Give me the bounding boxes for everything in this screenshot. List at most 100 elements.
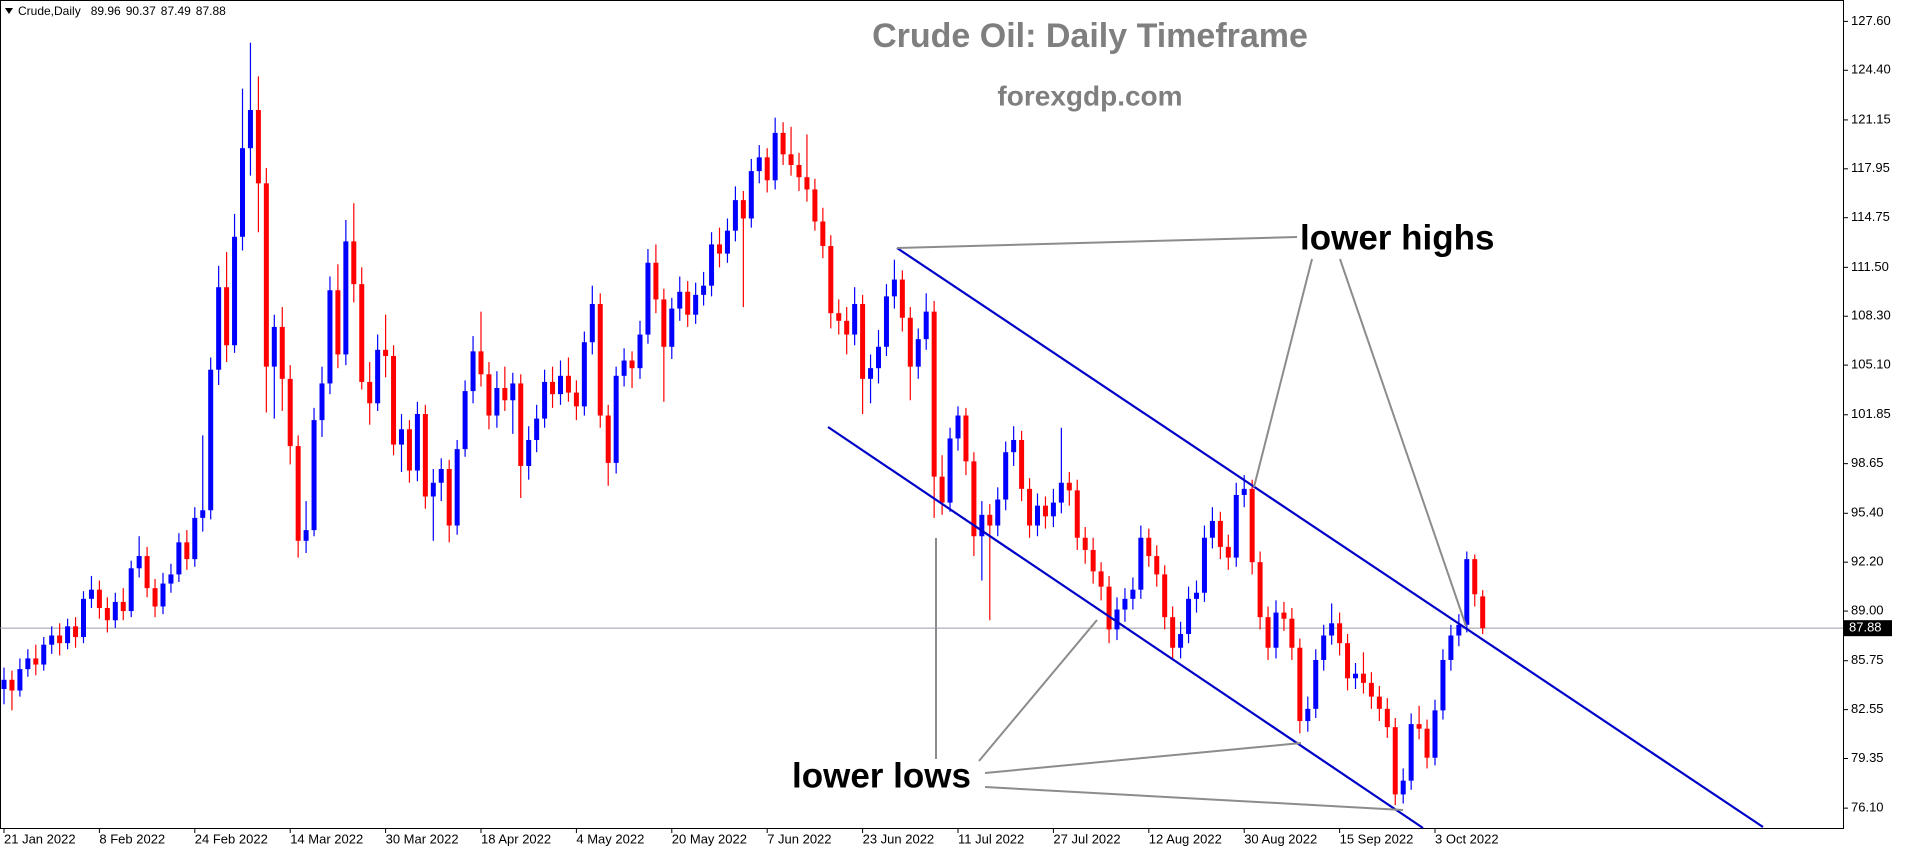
last-price-box (1844, 620, 1892, 637)
y-tick-label: 76.10 (1851, 800, 1884, 815)
candle-body (1345, 643, 1351, 679)
candle-body (200, 510, 206, 518)
candle-body (645, 262, 651, 335)
candle-body (661, 299, 667, 347)
candle-body (1241, 488, 1247, 495)
candle-body (907, 317, 913, 367)
candle-body (73, 626, 79, 638)
x-tick-label: 30 Aug 2022 (1244, 831, 1317, 846)
candle-body (486, 374, 492, 416)
candle-body (462, 391, 468, 450)
candle-body (717, 244, 722, 254)
x-tick-label: 23 Jun 2022 (863, 831, 935, 846)
pointer-line (984, 742, 1302, 774)
y-tick-label: 124.40 (1851, 62, 1891, 77)
candle-body (558, 375, 563, 395)
candle-body (232, 236, 238, 346)
candle-body (1146, 537, 1152, 557)
y-tick-label: 82.55 (1851, 701, 1884, 716)
candle-body (224, 287, 230, 346)
candle-body (1138, 537, 1144, 590)
candle-body (494, 388, 500, 416)
candle-body (65, 626, 71, 644)
candle-body (709, 244, 715, 286)
candle-body (1019, 439, 1025, 489)
last-price-label: 87.88 (1849, 620, 1882, 635)
candle-body (860, 304, 866, 379)
candle-body (1178, 633, 1184, 648)
symbol: Crude,Daily (18, 4, 81, 18)
candle-body (1456, 624, 1462, 636)
candle-body (1313, 659, 1319, 709)
candle-body (1408, 724, 1414, 781)
candle-body (979, 514, 985, 537)
candle-body (581, 342, 587, 407)
menu-arrow[interactable] (5, 8, 13, 14)
candle-body (263, 183, 269, 367)
x-tick-label: 7 Jun 2022 (767, 831, 831, 846)
candle-body (732, 200, 738, 231)
candle-body (1114, 609, 1120, 630)
candle-body (1225, 546, 1231, 558)
candle-body (17, 669, 23, 691)
candle-body (1257, 562, 1263, 618)
x-tick-label: 15 Sep 2022 (1340, 831, 1414, 846)
candle-body (987, 514, 993, 526)
candle-body (891, 279, 897, 297)
candle-body (1249, 488, 1255, 563)
pointer-lines (896, 236, 1467, 811)
candle-body (868, 368, 874, 379)
y-tick-label: 127.60 (1851, 13, 1891, 28)
x-tick-label: 12 Aug 2022 (1149, 831, 1222, 846)
x-tick-label: 30 Mar 2022 (386, 831, 459, 846)
candle-body (1368, 682, 1374, 697)
candle-body (1011, 439, 1017, 453)
candle-body (1480, 596, 1486, 629)
candle-body (311, 420, 317, 531)
candle-body (597, 304, 603, 416)
pointer-line (1339, 258, 1467, 627)
candle-body (287, 378, 293, 447)
candle-body (176, 542, 182, 575)
candle-body (319, 383, 325, 421)
channel-upper (896, 247, 1764, 828)
candle-body (1376, 696, 1382, 709)
candle-body (208, 369, 214, 511)
y-tick-label: 95.40 (1851, 505, 1884, 520)
candle-body (271, 326, 277, 367)
x-tick-label: 18 Apr 2022 (481, 831, 551, 846)
pointer-line (984, 786, 1404, 811)
y-tick-label: 89.00 (1851, 603, 1884, 618)
candle-body (669, 308, 675, 347)
candle-body (629, 360, 635, 369)
candle-body (454, 449, 460, 526)
candle-body (192, 517, 198, 560)
candle-body (1058, 482, 1064, 503)
candle-body (1233, 494, 1239, 558)
candle-body (613, 375, 619, 463)
candle-body (88, 589, 94, 599)
candle-body (57, 635, 63, 644)
candle-body (995, 499, 1001, 526)
candle-body (470, 351, 476, 392)
candle-body (573, 392, 579, 407)
candle-body (963, 415, 969, 462)
candle-body (764, 157, 770, 181)
candle-body (120, 601, 126, 612)
candle-body (1337, 623, 1343, 644)
candle-body (1321, 635, 1327, 660)
annotation: lower highs (1300, 218, 1494, 257)
candle-body (589, 304, 595, 343)
candle-body (836, 313, 842, 321)
candle-body (1194, 592, 1199, 599)
channel-lower (827, 426, 1424, 829)
candle-body (724, 230, 730, 254)
annotation: lower lows (792, 756, 971, 795)
candle-body (883, 296, 889, 347)
candle-body (693, 294, 699, 315)
candle-body (899, 279, 905, 318)
y-tick-label: 98.65 (1851, 455, 1884, 470)
y-tick-label: 121.15 (1851, 111, 1891, 126)
